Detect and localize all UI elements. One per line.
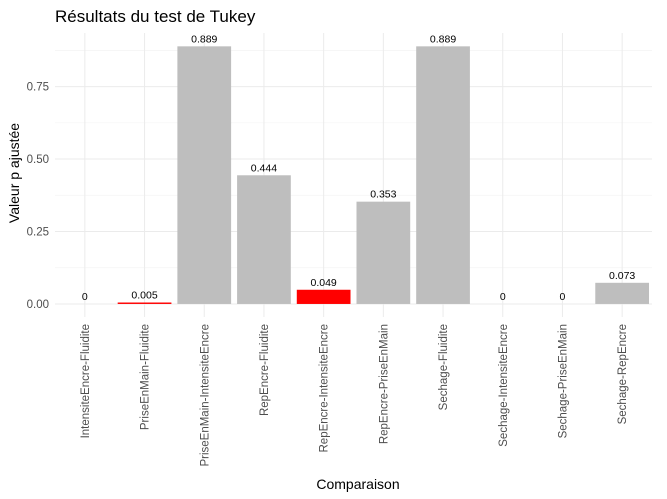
bar-value-label: 0.889	[191, 33, 217, 45]
x-tick-label: RepEncre-Fluidite	[259, 324, 271, 416]
x-tick-label: RepEncre-PriseEnMain	[378, 324, 390, 444]
chart-title: Résultats du test de Tukey	[55, 7, 256, 26]
bar	[595, 282, 650, 304]
x-tick-label: RepEncre-IntensiteEncre	[319, 324, 331, 452]
x-axis-ticks: IntensiteEncre-Fluidite PriseEnMain-Fluid…	[80, 324, 629, 467]
bar	[117, 302, 172, 304]
bar-value-label: 0.444	[251, 162, 277, 174]
bar	[356, 201, 411, 304]
bar	[296, 289, 351, 304]
y-axis-ticks: 0.00 0.25 0.50 0.75	[27, 82, 49, 311]
bar-value-label: 0	[82, 291, 88, 303]
bar-value-label: 0.353	[370, 189, 396, 201]
data-labels: 0 0.005 0.889 0.444 0.049 0.353 0.889 0 0 0.073	[82, 33, 636, 303]
bar-value-label: 0.049	[311, 277, 337, 289]
grid	[55, 33, 652, 317]
x-tick-label: Sechage-PriseEnMain	[557, 324, 569, 438]
x-tick-label: Sechage-IntensiteEncre	[498, 324, 510, 447]
bar	[416, 46, 470, 304]
bar-value-label: 0.889	[430, 33, 456, 45]
bar-value-label: 0.005	[131, 290, 157, 302]
y-tick-label: 0.75	[27, 82, 49, 94]
x-tick-label: Sechage-RepEncre	[617, 324, 629, 424]
x-axis-title: Comparaison	[316, 476, 399, 492]
bar-value-label: 0	[560, 291, 566, 303]
y-axis-title: Valeur p ajustée	[6, 123, 22, 223]
y-tick-label: 0.00	[27, 299, 49, 311]
bar	[237, 175, 291, 304]
x-tick-label: PriseEnMain-Fluidite	[140, 324, 152, 430]
x-tick-label: IntensiteEncre-Fluidite	[80, 324, 92, 438]
bar-value-label: 0	[500, 291, 506, 303]
bars	[117, 46, 650, 304]
y-tick-label: 0.25	[27, 227, 49, 239]
y-tick-label: 0.50	[27, 154, 49, 166]
bar	[177, 46, 232, 304]
x-tick-label: Sechage-Fluidite	[438, 324, 450, 410]
bar-value-label: 0.073	[609, 270, 635, 282]
x-tick-label: PriseEnMain-IntensiteEncre	[199, 324, 211, 467]
